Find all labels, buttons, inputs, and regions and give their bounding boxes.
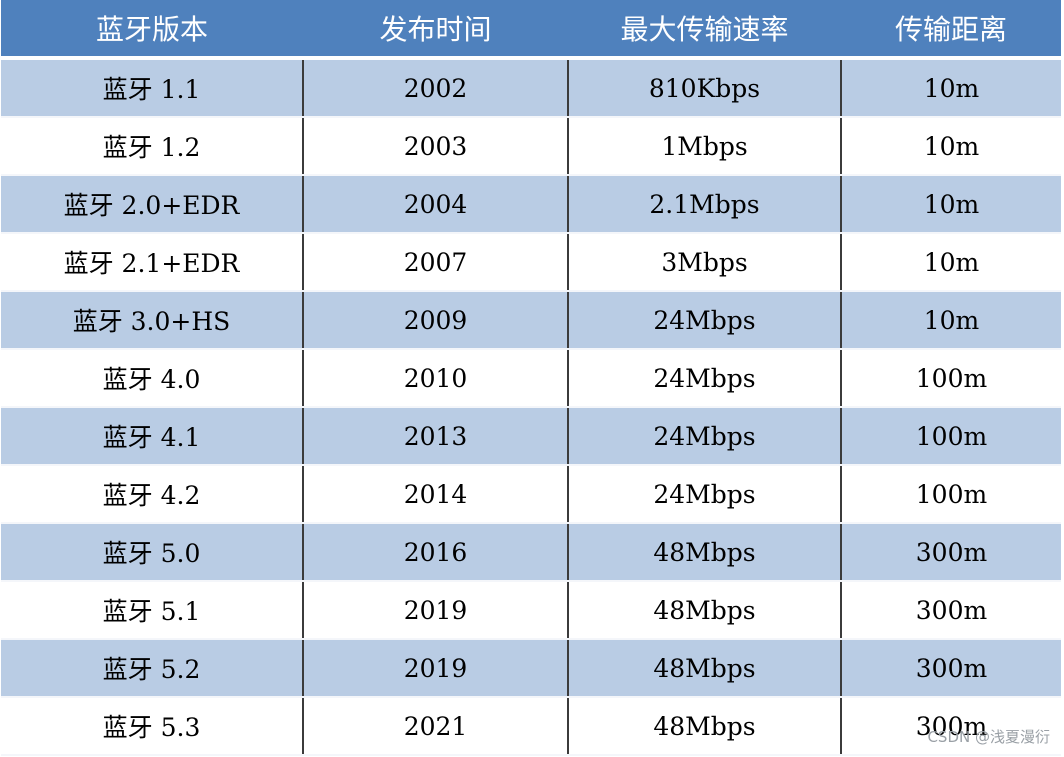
cell-release-date: 2021	[303, 697, 569, 756]
cell-version: 蓝牙 1.2	[1, 117, 304, 176]
cell-max-rate: 24Mbps	[568, 407, 842, 466]
cell-release-date: 2019	[303, 581, 569, 640]
cell-release-date: 2009	[303, 291, 569, 350]
cell-version: 蓝牙 5.3	[1, 697, 304, 756]
table-row: 蓝牙 5.2 2019 48Mbps 300m	[1, 639, 1061, 698]
cell-version: 蓝牙 4.1	[1, 407, 304, 466]
cell-version: 蓝牙 4.2	[1, 465, 304, 524]
cell-max-rate: 1Mbps	[568, 117, 842, 176]
cell-distance: 100m	[841, 465, 1061, 524]
cell-max-rate: 48Mbps	[568, 639, 842, 698]
cell-release-date: 2004	[303, 175, 569, 234]
cell-max-rate: 24Mbps	[568, 291, 842, 350]
cell-distance: 10m	[841, 175, 1061, 234]
cell-version: 蓝牙 5.1	[1, 581, 304, 640]
cell-distance: 10m	[841, 291, 1061, 350]
cell-release-date: 2002	[303, 58, 569, 118]
cell-release-date: 2014	[303, 465, 569, 524]
cell-max-rate: 48Mbps	[568, 523, 842, 582]
cell-max-rate: 24Mbps	[568, 349, 842, 408]
cell-max-rate: 3Mbps	[568, 233, 842, 292]
cell-distance: 300m	[841, 697, 1061, 756]
cell-distance: 300m	[841, 639, 1061, 698]
table-row: 蓝牙 2.0+EDR 2004 2.1Mbps 10m	[1, 175, 1061, 234]
cell-distance: 100m	[841, 407, 1061, 466]
cell-version: 蓝牙 1.1	[1, 58, 304, 118]
cell-version: 蓝牙 2.1+EDR	[1, 233, 304, 292]
table-row: 蓝牙 4.0 2010 24Mbps 100m	[1, 349, 1061, 408]
cell-distance: 10m	[841, 117, 1061, 176]
table-header-row: 蓝牙版本 发布时间 最大传输速率 传输距离	[1, 0, 1061, 60]
cell-distance: 300m	[841, 523, 1061, 582]
header-version: 蓝牙版本	[1, 0, 303, 60]
cell-release-date: 2016	[303, 523, 569, 582]
cell-version: 蓝牙 5.2	[1, 639, 304, 698]
cell-max-rate: 810Kbps	[568, 58, 842, 118]
cell-distance: 300m	[841, 581, 1061, 640]
table-row: 蓝牙 5.1 2019 48Mbps 300m	[1, 581, 1061, 640]
cell-max-rate: 2.1Mbps	[568, 175, 842, 234]
header-release-date: 发布时间	[303, 0, 568, 60]
table-row: 蓝牙 1.2 2003 1Mbps 10m	[1, 117, 1061, 176]
source-watermark: CSDN @浅夏漫衍	[927, 728, 1050, 746]
header-max-rate: 最大传输速率	[568, 0, 841, 60]
header-distance: 传输距离	[841, 0, 1061, 60]
table-row: 蓝牙 4.2 2014 24Mbps 100m	[1, 465, 1061, 524]
table-row: 蓝牙 2.1+EDR 2007 3Mbps 10m	[1, 233, 1061, 292]
cell-distance: 10m	[841, 58, 1061, 118]
cell-release-date: 2003	[303, 117, 569, 176]
cell-max-rate: 48Mbps	[568, 581, 842, 640]
cell-distance: 100m	[841, 349, 1061, 408]
cell-release-date: 2010	[303, 349, 569, 408]
table-row: 蓝牙 3.0+HS 2009 24Mbps 10m	[1, 291, 1061, 350]
cell-max-rate: 48Mbps	[568, 697, 842, 756]
table-row: 蓝牙 5.0 2016 48Mbps 300m	[1, 523, 1061, 582]
cell-version: 蓝牙 3.0+HS	[1, 291, 304, 350]
cell-distance: 10m	[841, 233, 1061, 292]
cell-version: 蓝牙 5.0	[1, 523, 304, 582]
cell-version: 蓝牙 4.0	[1, 349, 304, 408]
table-row: 蓝牙 1.1 2002 810Kbps 10m	[1, 58, 1061, 118]
cell-version: 蓝牙 2.0+EDR	[1, 175, 304, 234]
cell-release-date: 2007	[303, 233, 569, 292]
table-row: 蓝牙 4.1 2013 24Mbps 100m	[1, 407, 1061, 466]
cell-release-date: 2019	[303, 639, 569, 698]
cell-max-rate: 24Mbps	[568, 465, 842, 524]
table-row: 蓝牙 5.3 2021 48Mbps 300m	[1, 697, 1061, 756]
cell-release-date: 2013	[303, 407, 569, 466]
